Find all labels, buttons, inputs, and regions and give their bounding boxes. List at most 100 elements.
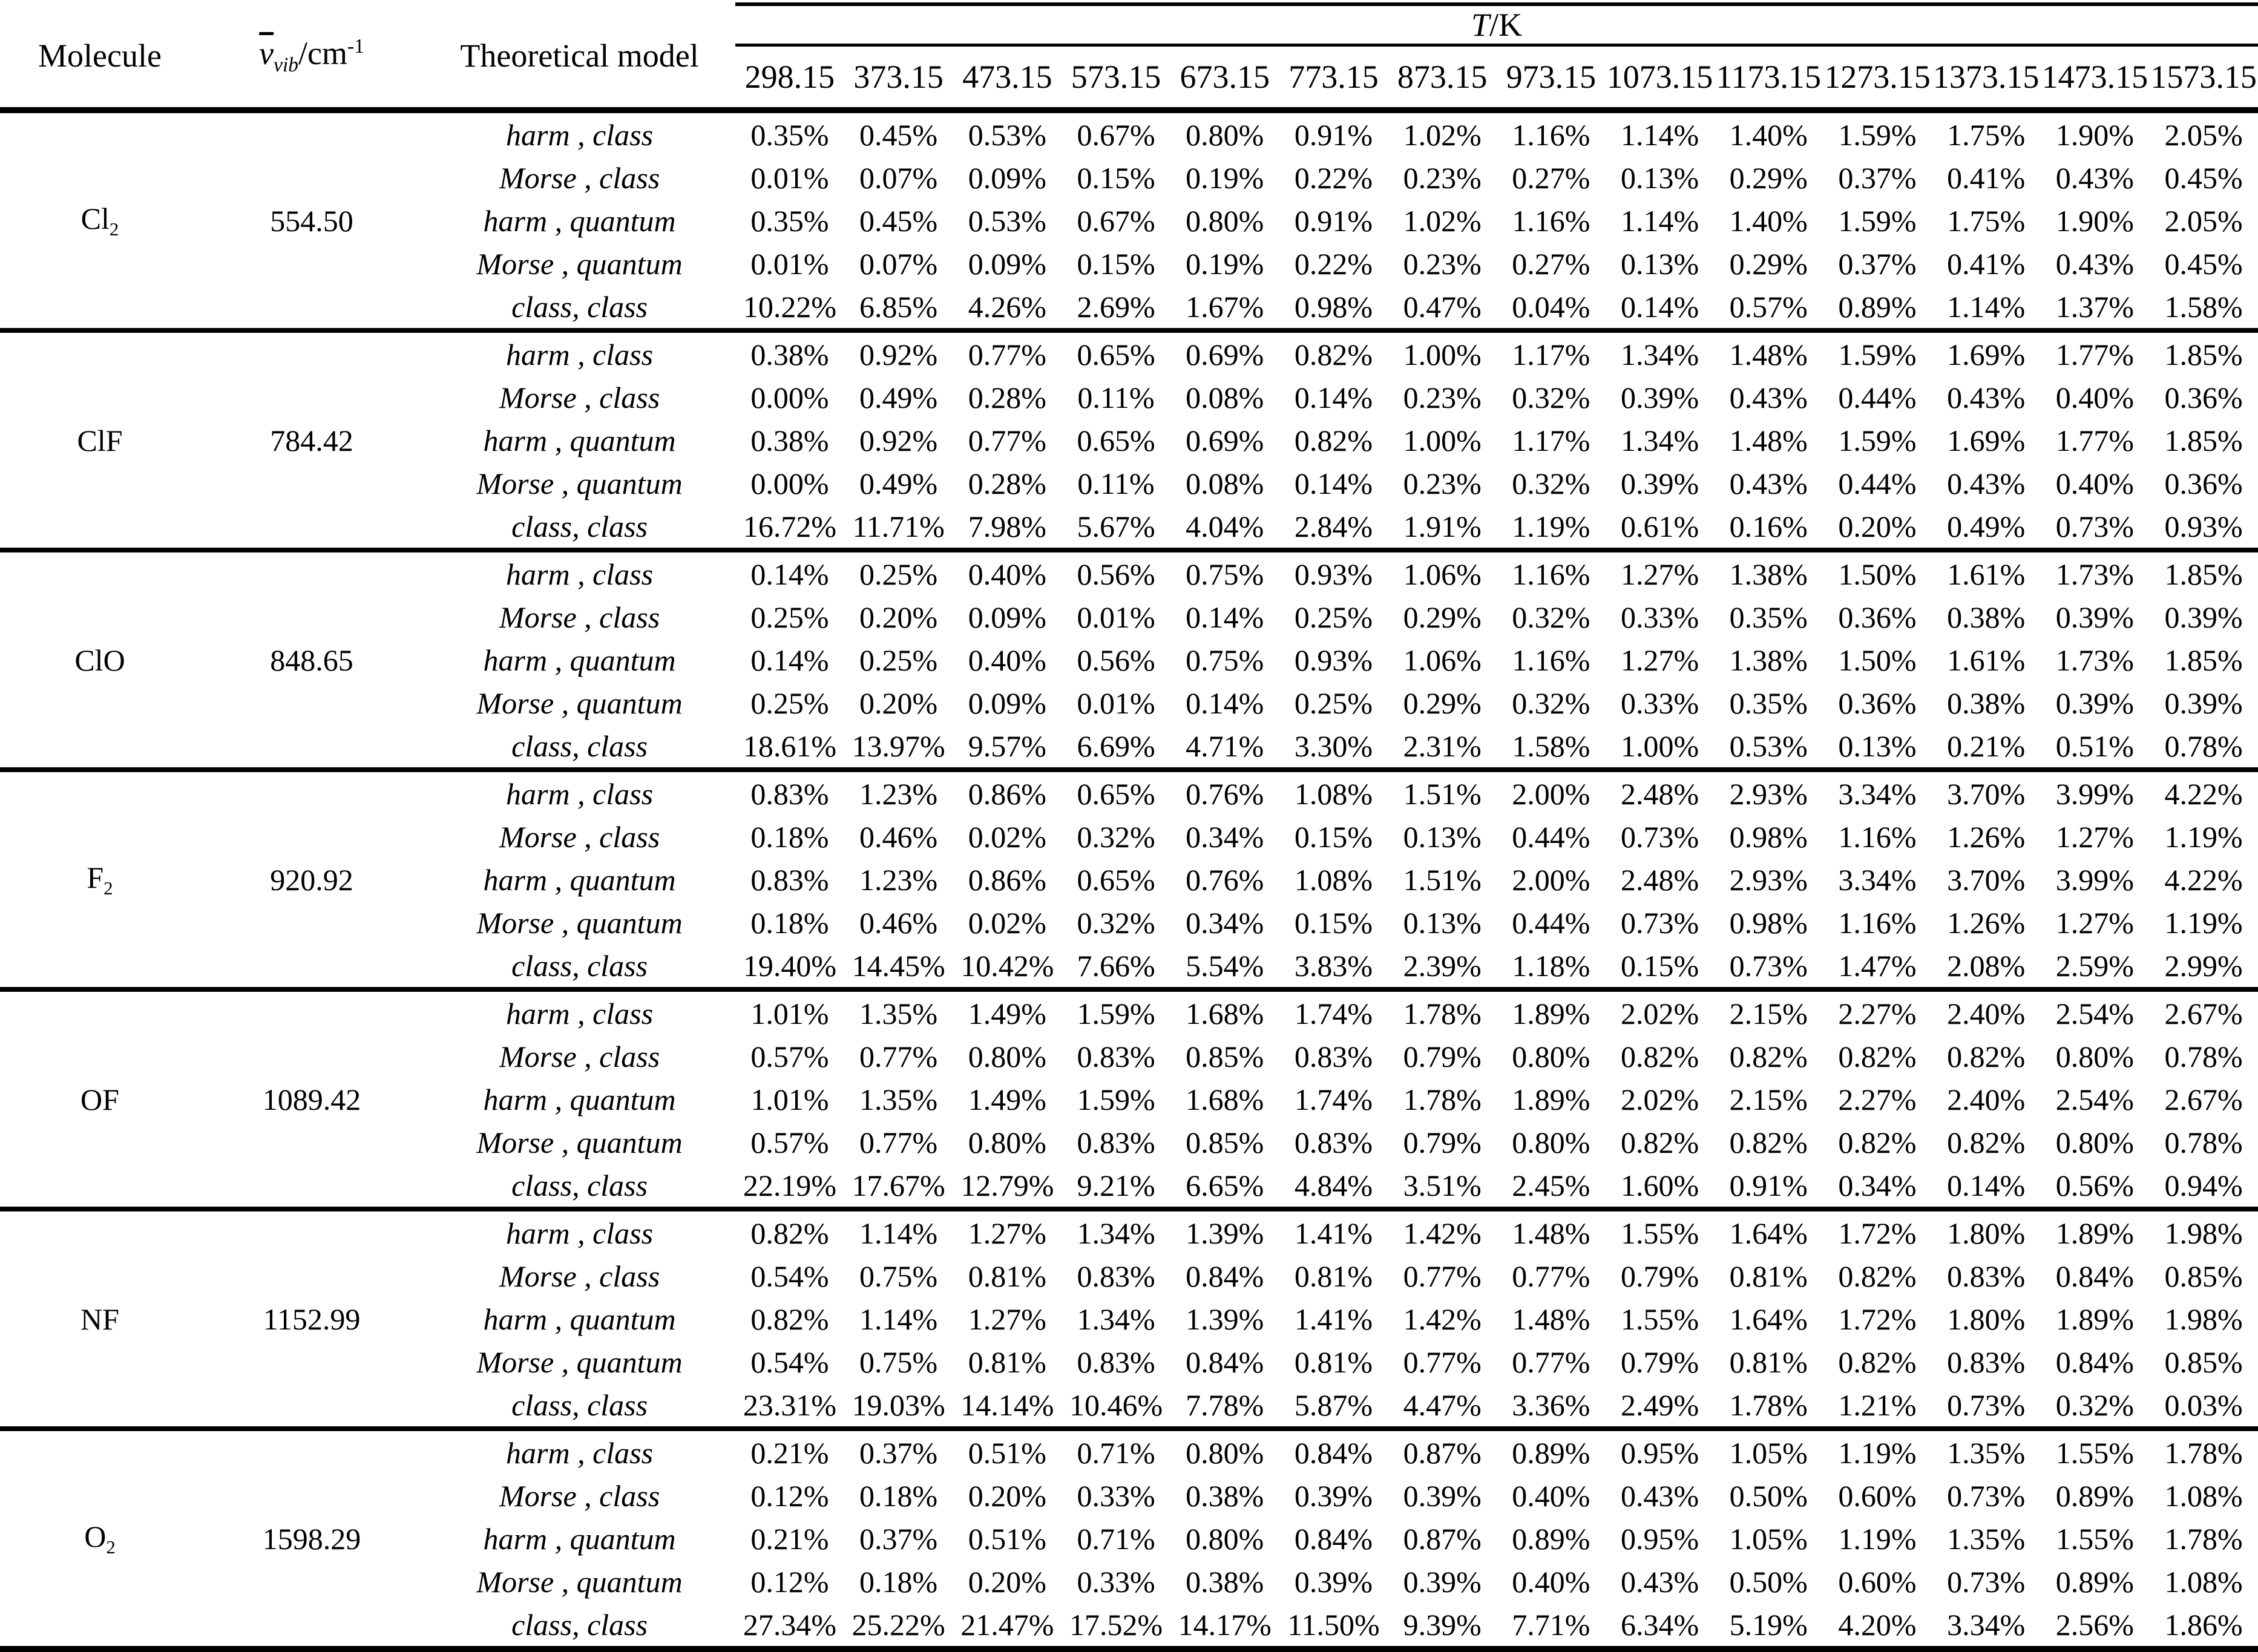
value-cell: 0.12% (750, 1564, 829, 1599)
value-cell: 0.09% (968, 600, 1046, 634)
temperature-header: 573.15 (1062, 45, 1170, 113)
value-cell: 2.15% (1729, 1082, 1808, 1116)
value-cell: 0.40% (968, 643, 1046, 677)
value-cell: 0.54% (750, 1345, 829, 1379)
value-cell: 1.14% (859, 1216, 938, 1250)
value-cell: 1.19% (1838, 1521, 1917, 1556)
wavenumber-cell: 1152.99 (200, 1209, 424, 1431)
table-row: O2 1598.29 harm , class 0.21% 0.37% 0.51% 0.71… (0, 1429, 2258, 1651)
value-cell: 1.02% (1403, 203, 1482, 238)
value-cell: 1.85% (2164, 337, 2243, 372)
model-cell: Morse , class (499, 819, 660, 854)
table-row: Morse , quantum 0.12% 0.18% 0.20% 0.33% 0.38%… (0, 1560, 2258, 1603)
value-cell: 0.45% (2164, 160, 2243, 195)
value-cell: 0.80% (1186, 203, 1264, 238)
value-cell: 3.51% (1388, 1164, 1497, 1211)
value-cell: 1.08% (1294, 862, 1373, 897)
value-cell: 1.27% (2055, 905, 2134, 940)
value-cell: 0.13% (1620, 246, 1699, 281)
value-cell: 0.77% (1403, 1259, 1482, 1293)
value-cell: 0.92% (859, 337, 938, 372)
model-cell: harm , quantum (483, 1302, 676, 1336)
value-cell: 0.40% (1512, 1564, 1590, 1599)
value-cell: 13.97% (844, 724, 953, 772)
value-cell: 0.80% (968, 1039, 1046, 1073)
table-row: class, class 19.40% 14.45% 10.42% 7.66% 5.54%… (0, 944, 2258, 992)
value-cell: 1.16% (1838, 905, 1917, 940)
value-cell: 1.64% (1729, 1302, 1808, 1336)
value-cell: 0.47% (1388, 285, 1497, 333)
value-cell: 0.75% (859, 1345, 938, 1379)
wavenumber-cell: 784.42 (200, 330, 424, 552)
value-cell: 3.34% (1931, 1603, 2041, 1651)
value-cell: 0.69% (1186, 423, 1264, 457)
table-row: harm , quantum 0.14% 0.25% 0.40% 0.56% 0.75% 0… (0, 638, 2258, 681)
value-cell: 5.67% (1062, 505, 1170, 552)
value-cell: 1.34% (1620, 423, 1699, 457)
table-row: class, class 10.22% 6.85% 4.26% 2.69% 1.67% 0.… (0, 285, 2258, 333)
value-cell: 0.84% (1186, 1259, 1264, 1293)
value-cell: 0.75% (1186, 557, 1264, 591)
value-cell: 0.79% (1620, 1259, 1699, 1293)
value-cell: 0.92% (859, 423, 938, 457)
value-cell: 0.39% (2164, 686, 2243, 720)
model-cell: harm , quantum (483, 1521, 676, 1556)
table-row: Morse , class 0.25% 0.20% 0.09% 0.01% 0.14% 0.… (0, 595, 2258, 638)
model-cell: class, class (424, 1164, 736, 1211)
value-cell: 0.11% (1077, 380, 1155, 415)
value-cell: 1.35% (859, 996, 938, 1031)
value-cell: 4.84% (1279, 1164, 1388, 1211)
value-cell: 0.34% (1186, 905, 1264, 940)
value-cell: 0.32% (1512, 380, 1590, 415)
value-cell: 0.82% (1947, 1039, 2026, 1073)
value-cell: 1.16% (1512, 643, 1590, 677)
table-row: class, class 22.19% 17.67% 12.79% 9.21% 6.65%… (0, 1164, 2258, 1211)
value-cell: 0.80% (2055, 1125, 2134, 1159)
value-cell: 1.77% (2055, 423, 2134, 457)
value-cell: 1.35% (1947, 1521, 2026, 1556)
value-cell: 0.71% (1077, 1521, 1155, 1556)
table-row: Morse , class 0.12% 0.18% 0.20% 0.33% 0.38% 0.… (0, 1474, 2258, 1517)
value-cell: 1.26% (1947, 819, 2026, 854)
value-cell: 1.16% (1512, 203, 1590, 238)
value-cell: 1.27% (968, 1302, 1046, 1336)
molecule-formula-subscript: 2 (103, 877, 113, 899)
value-cell: 0.80% (2055, 1039, 2134, 1073)
value-cell: 0.08% (1186, 380, 1264, 415)
value-cell: 1.41% (1294, 1216, 1373, 1250)
table-row: harm , quantum 1.01% 1.35% 1.49% 1.59% 1.68% 1… (0, 1078, 2258, 1121)
value-cell: 0.25% (750, 600, 829, 634)
value-cell: 0.20% (1823, 505, 1932, 552)
value-cell: 1.40% (1729, 117, 1808, 152)
value-cell: 11.50% (1279, 1603, 1388, 1651)
value-cell: 0.86% (968, 776, 1046, 811)
value-cell: 0.81% (1729, 1259, 1808, 1293)
value-cell: 1.47% (1823, 944, 1932, 992)
value-cell: 9.21% (1062, 1164, 1170, 1211)
value-cell: 0.91% (1294, 203, 1373, 238)
value-cell: 0.28% (968, 380, 1046, 415)
value-cell: 3.34% (1838, 862, 1917, 897)
value-cell: 0.53% (1714, 724, 1823, 772)
header-row-temperatures: 298.15 373.15 473.15 573.15 673.15 773.15 873.… (0, 45, 2258, 113)
value-cell: 1.78% (1403, 1082, 1482, 1116)
value-cell: 0.37% (859, 1435, 938, 1470)
value-cell: 6.69% (1062, 724, 1170, 772)
value-cell: 1.98% (2164, 1302, 2243, 1336)
molecule-cell: ClF (0, 330, 200, 552)
value-cell: 0.27% (1512, 246, 1590, 281)
model-cell: Morse , quantum (476, 1564, 683, 1599)
value-cell: 0.18% (750, 819, 829, 854)
value-cell: 0.22% (1294, 160, 1373, 195)
value-cell: 0.98% (1279, 285, 1388, 333)
value-cell: 0.78% (2164, 1125, 2243, 1159)
table-row: Morse , class 0.01% 0.07% 0.09% 0.15% 0.19% 0.… (0, 156, 2258, 199)
value-cell: 0.15% (1605, 944, 1715, 992)
value-cell: 0.44% (1512, 905, 1590, 940)
value-cell: 0.25% (1294, 600, 1373, 634)
value-cell: 0.15% (1077, 246, 1155, 281)
value-cell: 1.90% (2055, 117, 2134, 152)
value-cell: 0.32% (1512, 466, 1590, 500)
value-cell: 0.93% (2149, 505, 2258, 552)
temperature-group-header: T/K (735, 2, 2258, 47)
